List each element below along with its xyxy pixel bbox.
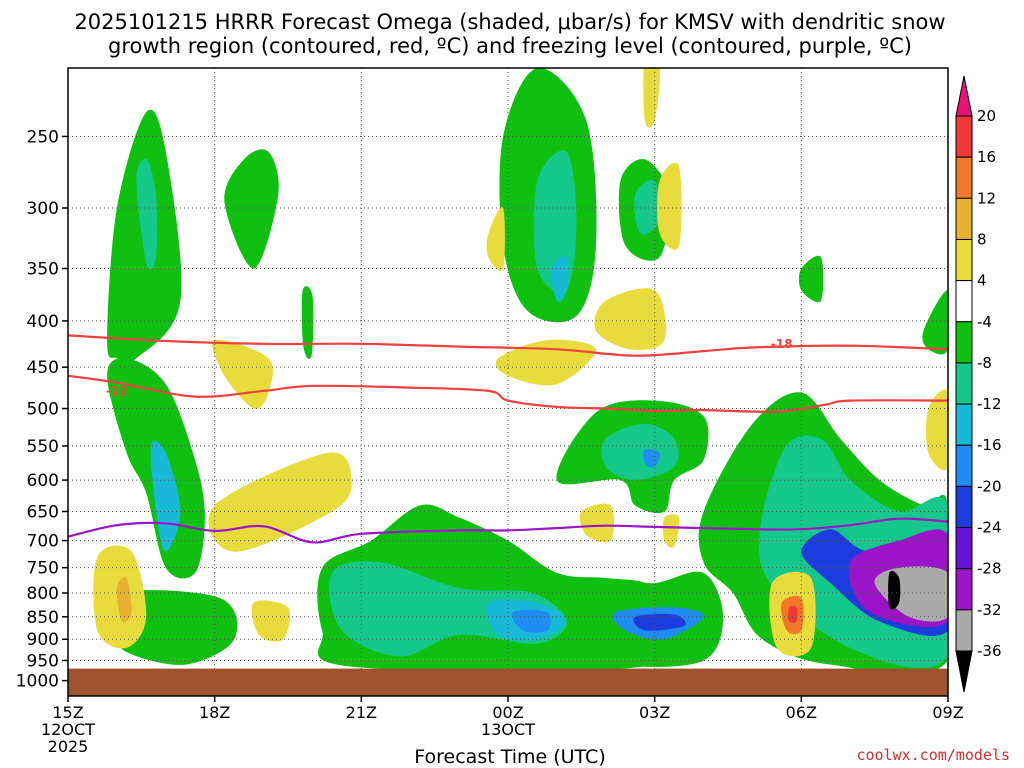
colorbar: 20 16 12 8 4 -4 -8 -12 -16 -20 -24 -28 -32 -36 bbox=[955, 75, 1002, 693]
x-tick-label-6-0: 21Z bbox=[346, 703, 377, 722]
contour-line-1 bbox=[68, 374, 948, 413]
x-tick-label-12-0: 03Z bbox=[639, 703, 670, 722]
omega-region-38 bbox=[662, 514, 680, 548]
colorbar-label-9: -20 bbox=[977, 477, 1002, 495]
y-tick-label-700: 700 bbox=[27, 532, 59, 552]
omega-region-4 bbox=[224, 149, 279, 269]
y-tick-label-450: 450 bbox=[27, 358, 59, 378]
colorbar-segment-7 bbox=[955, 403, 973, 446]
omega-region-17 bbox=[601, 423, 679, 481]
colorbar-bottom-arrow bbox=[955, 650, 973, 693]
colorbar-label-2: 12 bbox=[977, 189, 996, 207]
omega-region-44 bbox=[798, 255, 824, 303]
colorbar-label-6: -8 bbox=[977, 354, 992, 372]
y-tick-label-550: 550 bbox=[27, 437, 59, 457]
y-tick-label-1000: 1000 bbox=[16, 672, 59, 692]
contour-label-0: -18 bbox=[771, 337, 793, 351]
omega-region-5 bbox=[301, 286, 314, 360]
colorbar-segment-6 bbox=[955, 362, 973, 405]
contour-line-0 bbox=[68, 334, 948, 357]
x-tick-label-18-0: 09Z bbox=[932, 703, 963, 722]
colorbar-segment-4 bbox=[955, 280, 973, 323]
y-axis-ticks: 2503003504004505005506006507007508008509… bbox=[16, 127, 68, 692]
omega-region-13 bbox=[551, 256, 569, 302]
colorbar-label-3: 8 bbox=[977, 230, 987, 248]
y-tick-label-800: 800 bbox=[27, 584, 59, 604]
x-tick-label-15-0: 06Z bbox=[786, 703, 817, 722]
omega-region-45 bbox=[922, 290, 948, 355]
omega-region-43 bbox=[788, 605, 798, 624]
omega-region-27 bbox=[888, 570, 901, 610]
omega-region-23 bbox=[633, 613, 686, 631]
omega-region-40 bbox=[926, 389, 948, 471]
omega-region-35 bbox=[486, 207, 505, 272]
omega-region-32 bbox=[251, 600, 291, 642]
x-tick-label-3-0: 18Z bbox=[199, 703, 230, 722]
colorbar-label-10: -24 bbox=[977, 519, 1002, 537]
colorbar-label-0: 20 bbox=[977, 107, 996, 125]
colorbar-label-11: -28 bbox=[977, 560, 1002, 578]
x-tick-label-0-1: 12OCT bbox=[41, 720, 95, 739]
contour-line-2 bbox=[68, 517, 948, 544]
y-tick-label-900: 900 bbox=[27, 630, 59, 650]
y-tick-label-250: 250 bbox=[27, 127, 59, 147]
omega-region-31 bbox=[116, 576, 132, 623]
omega-region-10 bbox=[511, 609, 551, 633]
x-axis-title: Forecast Time (UTC) bbox=[414, 746, 605, 768]
colorbar-label-12: -32 bbox=[977, 601, 1002, 619]
colorbar-label-4: 4 bbox=[977, 272, 987, 290]
omega-region-39 bbox=[657, 162, 682, 250]
omega-shaded-regions bbox=[93, 68, 948, 675]
colorbar-label-7: -12 bbox=[977, 395, 1002, 413]
colorbar-segment-11 bbox=[955, 568, 973, 611]
colorbar-label-13: -36 bbox=[977, 642, 1002, 660]
omega-region-15 bbox=[634, 179, 661, 235]
colorbar-segment-2 bbox=[955, 197, 973, 240]
chart-title-line2: growth region (contoured, red, ºC) and f… bbox=[108, 34, 912, 58]
colorbar-segment-3 bbox=[955, 238, 973, 282]
colorbar-segment-8 bbox=[955, 444, 973, 487]
x-tick-label-0-2: 2025 bbox=[48, 737, 89, 756]
ground-layer bbox=[68, 668, 948, 696]
y-tick-label-650: 650 bbox=[27, 503, 59, 523]
y-tick-label-750: 750 bbox=[27, 559, 59, 579]
colorbar-top-arrow bbox=[955, 75, 973, 117]
y-tick-label-600: 600 bbox=[27, 471, 59, 491]
y-tick-label-850: 850 bbox=[27, 608, 59, 628]
colorbar-segment-10 bbox=[955, 527, 973, 570]
colorbar-segment-9 bbox=[955, 485, 973, 529]
colorbar-label-1: 16 bbox=[977, 148, 996, 166]
omega-region-2 bbox=[136, 158, 158, 270]
y-tick-label-400: 400 bbox=[27, 312, 59, 332]
temperature-contours: -18 -12 bbox=[68, 334, 948, 544]
x-tick-label-0-0: 15Z bbox=[52, 703, 83, 722]
contour-label-1: -12 bbox=[106, 384, 128, 398]
x-tick-label-9-1: 13OCT bbox=[481, 720, 535, 739]
colorbar-segment-5 bbox=[955, 321, 973, 364]
x-tick-label-9-0: 00Z bbox=[492, 703, 523, 722]
colorbar-segment-12 bbox=[955, 609, 973, 652]
omega-region-18 bbox=[643, 448, 660, 468]
omega-region-33 bbox=[594, 288, 666, 350]
omega-region-37 bbox=[643, 68, 660, 128]
y-tick-label-950: 950 bbox=[27, 651, 59, 671]
colorbar-label-5: -4 bbox=[977, 313, 992, 331]
colorbar-label-8: -16 bbox=[977, 436, 1002, 454]
colorbar-segment-0 bbox=[955, 115, 973, 158]
y-tick-label-300: 300 bbox=[27, 199, 59, 219]
chart-title-line1: 2025101215 HRRR Forecast Omega (shaded, … bbox=[74, 10, 945, 34]
omega-region-36 bbox=[579, 503, 615, 543]
ground-fill bbox=[68, 668, 948, 696]
y-tick-label-500: 500 bbox=[27, 400, 59, 420]
colorbar-segment-1 bbox=[955, 156, 973, 199]
credit-text: coolwx.com/models bbox=[856, 746, 1010, 764]
y-tick-label-350: 350 bbox=[27, 260, 59, 280]
